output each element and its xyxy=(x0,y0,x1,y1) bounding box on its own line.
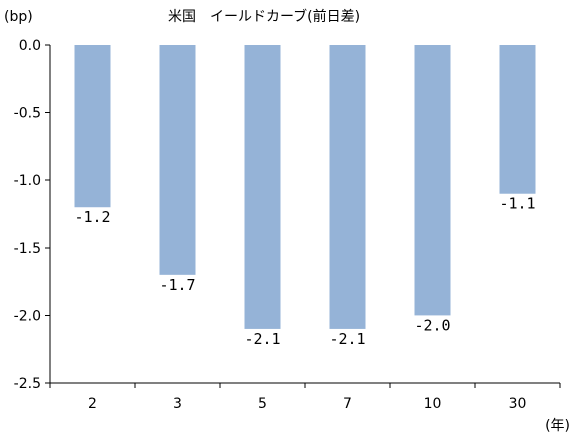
x-axis: 2 3 5 7 10 30 xyxy=(49,382,561,412)
y-tick-label: 0.0 xyxy=(19,38,41,54)
x-tick-label-2: 2 xyxy=(88,396,97,412)
bar-3 xyxy=(159,45,196,275)
data-label-7: -2.1 xyxy=(329,330,365,348)
bar-5 xyxy=(244,45,281,329)
data-label-3: -1.7 xyxy=(159,276,195,294)
data-label-2: -1.2 xyxy=(74,208,110,226)
x-tick-label-3: 3 xyxy=(173,396,182,412)
data-labels: -1.2 -1.7 -2.1 -2.1 -2.0 -1.1 xyxy=(74,195,535,348)
x-tick-label-5: 5 xyxy=(258,396,267,412)
bar-30 xyxy=(499,45,536,194)
x-axis-unit-label: (年) xyxy=(545,418,570,434)
data-label-30: -1.1 xyxy=(499,195,535,213)
y-tick-label: -0.5 xyxy=(14,106,41,122)
x-tick-label-30: 30 xyxy=(509,396,527,412)
y-axis-unit-label: (bp) xyxy=(4,9,33,25)
bar-2 xyxy=(74,45,111,208)
y-tick-label: -1.5 xyxy=(14,241,41,257)
x-tick-label-7: 7 xyxy=(343,396,352,412)
data-label-10: -2.0 xyxy=(414,316,450,334)
x-tick-label-10: 10 xyxy=(424,396,442,412)
y-tick-label: -1.0 xyxy=(14,173,41,189)
bar-10 xyxy=(414,45,451,316)
bar-7 xyxy=(329,45,366,329)
chart-title: 米国 イールドカーブ(前日差) xyxy=(168,8,360,25)
y-tick-label: -2.5 xyxy=(14,376,41,392)
data-label-5: -2.1 xyxy=(244,330,280,348)
y-axis: 0.0 -0.5 -1.0 -1.5 -2.0 -2.5 xyxy=(14,38,51,392)
y-tick-label: -2.0 xyxy=(14,308,41,324)
bars xyxy=(74,45,536,329)
